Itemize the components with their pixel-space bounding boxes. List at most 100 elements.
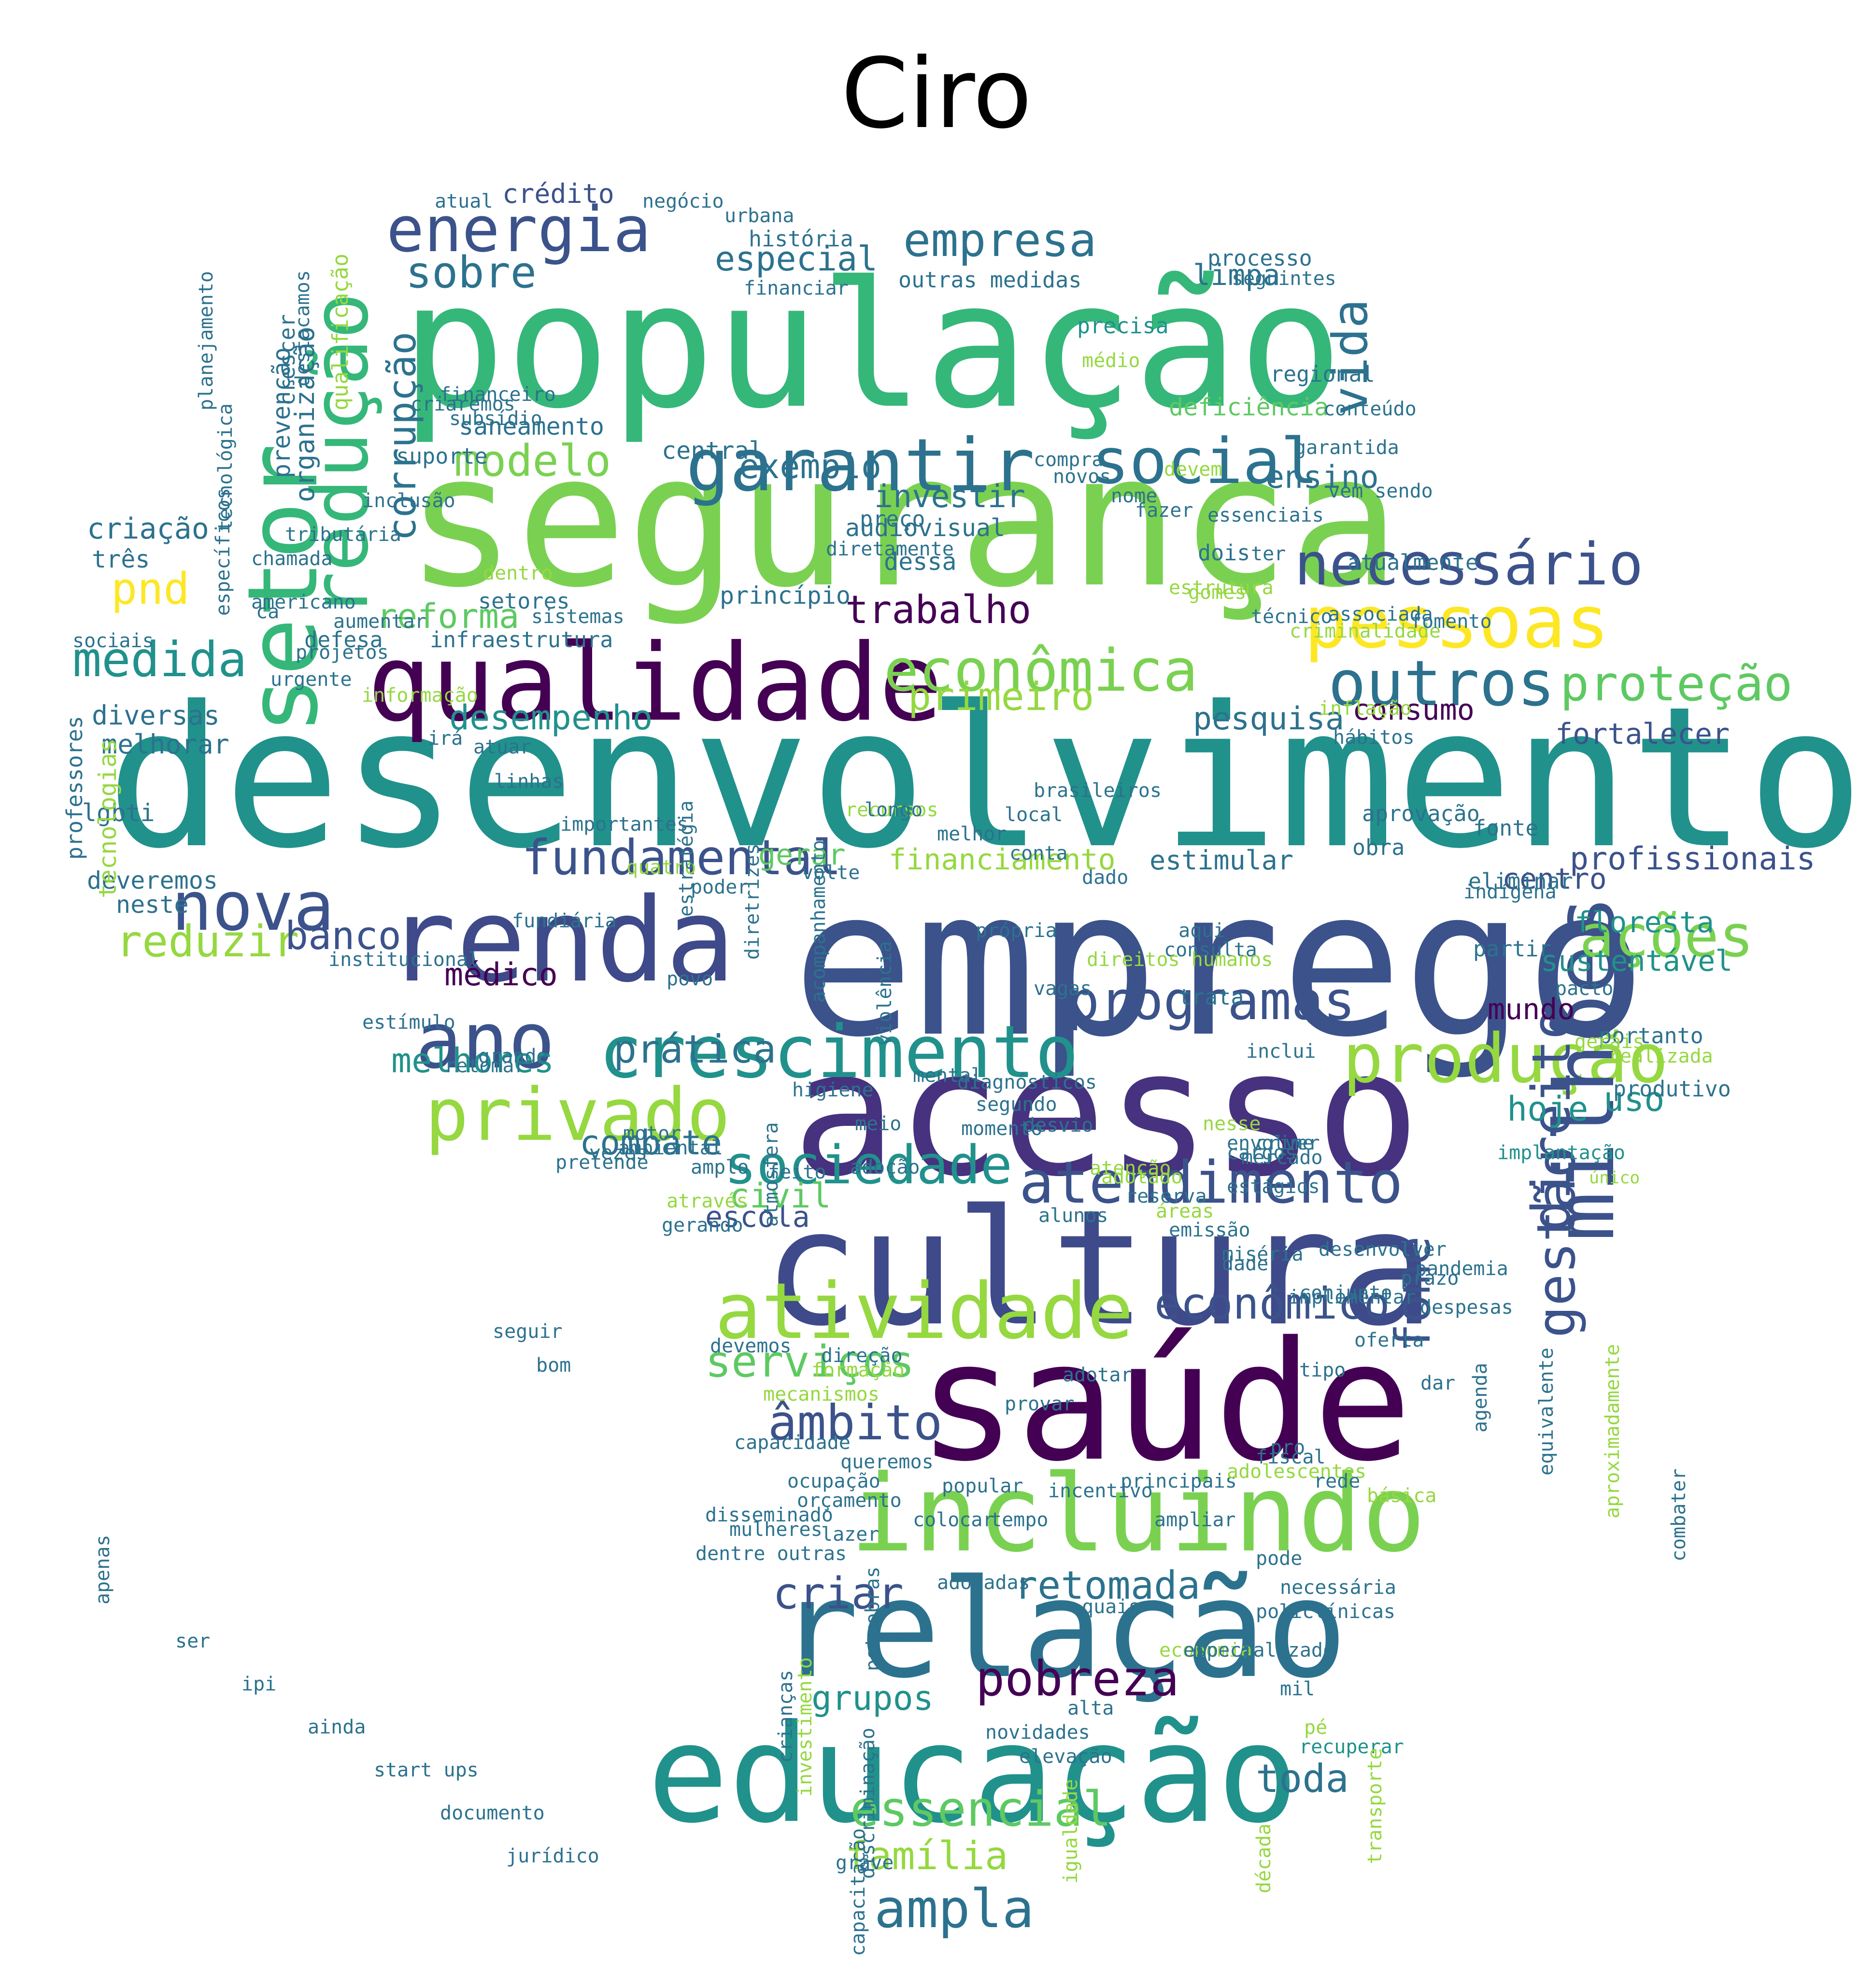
word-queremos: queremos [840,1451,934,1473]
word-reduzir: reduzir [116,916,299,967]
word-estagios: estágios [1227,1176,1320,1198]
word-adocao: adoção [850,1156,920,1179]
word-fortalecer: fortalecer [1555,717,1730,751]
word-setores: setores [478,588,570,614]
word-energia: energia [386,193,651,266]
word-elevacao: elevação [1019,1746,1112,1768]
word-gerar: gerar [758,838,846,872]
word-vezes: vezes [589,1142,647,1164]
word-inflacao: inflação [1319,697,1412,720]
word-oferta: oferta [1354,1329,1424,1351]
word-fazer: fazer [1135,499,1193,522]
word-modelo: modelo [454,436,611,486]
word-necessaria: necessária [1280,1576,1396,1599]
word-mercado: mercado [1241,1147,1323,1169]
word-atividade: atividade [715,1266,1134,1356]
word-economica: econômica [884,638,1198,705]
word-sociais: sociais [72,630,154,652]
word-mil: mil [1280,1678,1315,1700]
word-direcao: direção [821,1345,903,1367]
word-privado: privado [425,1073,730,1157]
word-pro: pro [1270,1436,1305,1459]
word-nesse: nesse [1203,1113,1261,1135]
word-formacao: formação [811,1359,905,1381]
word-basica: básica [1367,1485,1437,1507]
word-crescer: crescer [274,314,300,406]
word-ter: ter [1251,543,1286,565]
word-mulheres: mulheres [729,1519,823,1541]
word-prazo: prazo [1401,1267,1459,1290]
word-desenvolvimento: desenvolvimento [106,665,1864,892]
word-documento: documento [440,1802,545,1824]
word-neste: neste [116,891,189,919]
word-segundo: segundo [976,1093,1057,1116]
word-desenvolver: desenvolver [1319,1238,1447,1261]
word-corrupcao: corrupção [380,332,425,541]
word-produtivo: produtivo [1613,1076,1731,1102]
word-financeiro: financeiro [440,383,556,406]
word-professores: professores [62,716,87,860]
word-uso: uso [1603,1079,1664,1119]
word-crime: crime [1256,1132,1314,1154]
word-ser: ser [175,1630,210,1652]
word-subsidio: subsídio [449,408,542,430]
word-organizacao: organização [289,327,320,502]
word-nome: nome [1111,485,1157,507]
word-equivalente: equivalente [1535,1348,1558,1476]
word-conteudo: conteúdo [1323,398,1417,420]
word-orcamento: orçamento [797,1490,902,1512]
word-longo: longo [865,799,922,821]
word-lgbti: lgbti [82,799,155,827]
word-popular: popular [942,1475,1023,1497]
word-unico: único [1589,1168,1640,1188]
word-servicos: serviços [705,1336,914,1387]
word-juridico: jurídico [506,1845,599,1867]
word-criminalidade: criminalidade [1290,620,1441,642]
word-gerando: gerando [662,1214,743,1236]
word-fiscal: fiscal [1256,1446,1326,1468]
word-fomento: fomento [1410,611,1492,633]
word-profissionais: profissionais [1570,841,1816,877]
word-saneamento: saneamento [459,412,604,440]
word-dar: dar [1420,1372,1455,1394]
word-urgente: urgente [270,668,352,691]
word-desvio: desvio [1023,1114,1093,1136]
word-portanto: portanto [1599,1023,1703,1049]
word-empresa: empresa [903,214,1096,267]
word-incluindo: incluindo [850,1452,1426,1576]
word-meio: meio [855,1113,901,1135]
word-discriminacao: discriminação [857,1728,879,1879]
word-setor: setor [227,443,340,734]
word-melhor: melhor [937,823,1007,845]
word-saude: saúde [918,1306,1412,1498]
word-urbana: urbana [724,205,795,227]
word-criancas: crianças [775,1670,797,1763]
word-garantir: garantir [686,424,1035,508]
word-cargos: cargos [1227,1142,1297,1164]
word-adotar: adotar [1063,1364,1133,1386]
word-programas: programas [1067,970,1355,1032]
word-financiamento: financiamento [889,843,1116,877]
word-toda: toda [1256,1756,1349,1801]
word-recuperar: recuperar [1299,1736,1404,1758]
word-retomada: retomada [1014,1563,1200,1608]
word-conjunto: conjunto [1299,1282,1392,1304]
word-devem: devem [1164,458,1222,481]
word-milhoes: milhões [1537,895,1633,1241]
word-tecnico: técnico [1251,606,1333,628]
word-tipo: tipo [1299,1359,1346,1381]
word-pratica: prática [613,1027,776,1072]
word-criaremos: criaremos [411,393,515,415]
word-habitos: hábitos [1333,726,1415,749]
word-adotado: adotado [1101,1166,1183,1188]
word-deveremos: deveremos [87,866,218,895]
word-emissao: emissão [1169,1219,1250,1241]
word-ambiental: ambiental [618,1137,723,1159]
word-garantida: garantida [1294,437,1399,459]
word-propria: própria [976,920,1057,942]
word-estimulo: estímulo [362,1011,455,1034]
word-prevencao: prevenção [268,347,296,478]
word-povo: povo [667,968,713,990]
word-investir: investir [874,479,1025,515]
word-emprego: emprego [792,846,1647,1082]
